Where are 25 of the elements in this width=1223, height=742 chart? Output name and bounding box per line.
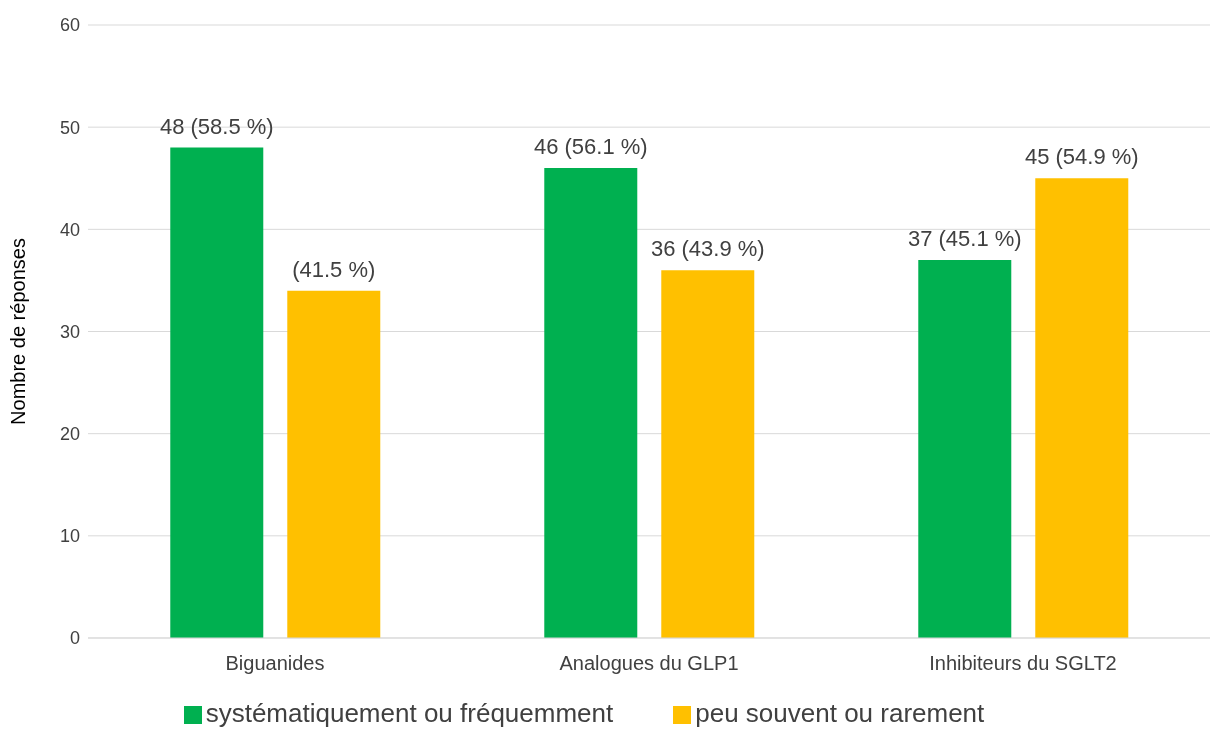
legend-label: peu souvent ou rarement [695, 698, 985, 728]
y-tick-label: 20 [59, 424, 80, 445]
bar [170, 147, 264, 638]
y-tick-label: 40 [59, 219, 80, 240]
y-tick-label: 30 [59, 321, 80, 342]
x-tick-label: Analogues du GLP1 [559, 652, 739, 675]
bar [544, 168, 638, 638]
x-tick-label: Biguanides [225, 652, 325, 675]
data-label: 48 (58.5 %) [159, 113, 274, 139]
data-label: 46 (56.1 %) [533, 134, 648, 160]
bar [287, 290, 381, 638]
data-label: 36 (43.9 %) [650, 236, 765, 262]
x-tick-label: Inhibiteurs du SGLT2 [929, 652, 1117, 675]
bar [661, 270, 755, 638]
y-tick-label: 10 [59, 526, 80, 547]
y-tick-label: 50 [59, 117, 80, 138]
data-label: 37 (45.1 %) [907, 225, 1022, 251]
bar [1035, 178, 1129, 638]
legend-label: systématiquement ou fréquemment [205, 698, 614, 728]
bar [918, 259, 1012, 638]
y-tick-label: 60 [59, 15, 80, 36]
y-axis-title: Nombre de réponses [7, 238, 30, 425]
y-tick-label: 0 [69, 628, 80, 649]
data-label: 45 (54.9 %) [1024, 144, 1139, 170]
annotation: (41.5 %) [292, 256, 376, 282]
